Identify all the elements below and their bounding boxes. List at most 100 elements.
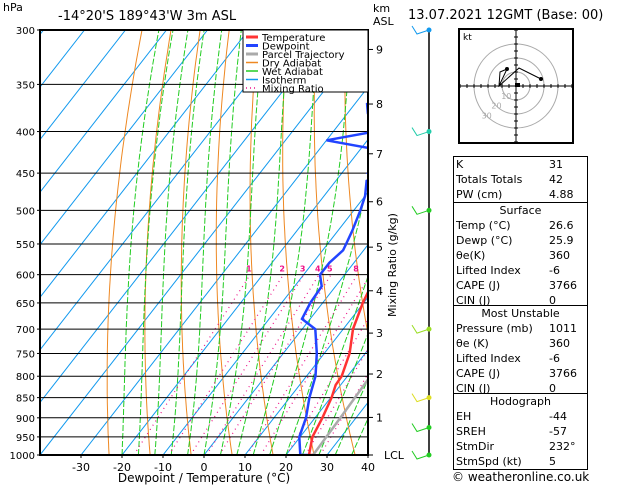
- temp-tick-label: -20: [113, 461, 131, 474]
- isotherm-line: [244, 296, 368, 455]
- parcel-trajectory-line: [312, 377, 368, 455]
- pressure-tick-label: 550: [16, 240, 35, 251]
- hodograph-stat-row: StmDir 232°: [454, 439, 587, 454]
- wind-barb: [411, 423, 430, 433]
- pressure-tick-label: 900: [16, 414, 35, 425]
- surface-value: -6: [549, 264, 560, 277]
- surface-label: CIN (J): [456, 294, 491, 307]
- isotherm-line: [40, 30, 126, 141]
- mixing-ratio-label: 1: [246, 265, 252, 274]
- temp-tick-label: -10: [154, 461, 172, 474]
- mixing-ratio-axis-title: Mixing Ratio (g/kg): [386, 213, 399, 317]
- surface-row: Temp (°C) 26.6: [454, 218, 587, 233]
- km-tick-label: 1: [376, 411, 383, 424]
- surface-label: CAPE (J): [456, 279, 501, 292]
- pressure-tick-label: 950: [16, 433, 35, 444]
- hodograph-stat-label: SREH: [456, 425, 486, 438]
- axes: 3003504004505005506006507007508008509009…: [10, 26, 405, 485]
- surface-title: Surface: [499, 204, 542, 217]
- wet-adiabat-line: [121, 30, 160, 455]
- index-label: Totals Totals: [456, 173, 523, 186]
- hodograph-stat-label: EH: [456, 410, 472, 423]
- temp-tick-label: 0: [201, 461, 208, 474]
- isotherm-line: [40, 30, 249, 299]
- storm-motion-marker: [515, 83, 520, 87]
- index-value: 31: [549, 158, 563, 171]
- most-unstable-value: 0: [549, 382, 556, 395]
- asl-label: ASL: [373, 15, 394, 28]
- indices-panel: K 31 Totals Totals 42 PW (cm) 4.88: [453, 156, 588, 203]
- hodograph-stat-value: 232°: [549, 440, 576, 453]
- surface-row: θe(K) 360: [454, 248, 587, 263]
- mixing-ratio-line: [246, 274, 358, 455]
- temp-tick-label: 40: [361, 461, 375, 474]
- dry-adiabat-line: [374, 30, 437, 455]
- wet-adiabat-line: [219, 30, 264, 455]
- x-axis-title: Dewpoint / Temperature (°C): [118, 471, 290, 485]
- wet-adiabat-line: [269, 30, 352, 455]
- surface-label: Dewp (°C): [456, 234, 513, 247]
- hodograph-stat-value: 5: [549, 455, 556, 468]
- surface-label: Lifted Index: [456, 264, 521, 277]
- hodograph-stat-value: -57: [549, 425, 567, 438]
- most-unstable-row: θe (K) 360: [454, 336, 587, 351]
- surface-value: 360: [549, 249, 570, 262]
- isotherm-line: [203, 243, 368, 455]
- isotherm-line: [121, 138, 368, 455]
- legend-label: Parcel Trajectory: [262, 50, 345, 61]
- km-tick-label: 8: [376, 98, 383, 111]
- wind-barb-column: [411, 25, 432, 460]
- mixing-ratio-line: [168, 274, 284, 455]
- most-unstable-value: 1011: [549, 322, 577, 335]
- most-unstable-value: -6: [549, 352, 560, 365]
- temperature-line: [307, 289, 368, 455]
- legend-label: Wet Adiabat: [262, 67, 323, 78]
- km-tick-label: 4: [376, 285, 383, 298]
- pressure-tick-label: 850: [16, 394, 35, 405]
- index-row: Totals Totals 42: [454, 172, 587, 187]
- hodograph-point: [505, 67, 509, 71]
- mixing-ratio-line: [206, 274, 320, 455]
- legend-label: Mixing Ratio: [262, 84, 324, 95]
- legend-label: Dry Adiabat: [262, 59, 321, 70]
- surface-row: Lifted Index -6: [454, 263, 587, 278]
- hodograph-stat-row: StmSpd (kt) 5: [454, 454, 587, 469]
- index-row: PW (cm) 4.88: [454, 187, 587, 202]
- index-label: PW (cm): [456, 188, 503, 201]
- pressure-tick-label: 450: [16, 169, 35, 180]
- dry-adiabat-line: [215, 30, 233, 455]
- surface-panel: Surface Temp (°C) 26.6 Dewp (°C) 25.9 θe(K) 3…: [453, 202, 588, 309]
- most-unstable-value: 360: [549, 337, 570, 350]
- isotherm-line: [40, 30, 167, 193]
- index-value: 42: [549, 173, 563, 186]
- hodograph-stats-title: Hodograph: [490, 395, 551, 408]
- wet-adiabat-line: [137, 30, 174, 455]
- hodograph-stat-value: -44: [549, 410, 567, 423]
- location-title: -14°20'S 189°43'W 3m ASL: [58, 9, 237, 24]
- most-unstable-label: Pressure (mb): [456, 322, 533, 335]
- hodograph-unit: kt: [463, 33, 472, 43]
- index-label: K: [456, 158, 464, 171]
- mixing-ratio-label: 8: [353, 265, 359, 274]
- most-unstable-row: CAPE (J) 3766: [454, 366, 587, 381]
- wind-barb: [411, 324, 430, 334]
- pressure-unit: hPa: [3, 1, 23, 14]
- dry-adiabat-line: [607, 30, 629, 455]
- temp-tick-label: 10: [238, 461, 252, 474]
- hodograph-ring-label: 10: [501, 92, 511, 101]
- most-unstable-title: Most Unstable: [481, 307, 560, 320]
- temp-tick-label: 20: [279, 461, 293, 474]
- mixing-ratio-line: [218, 274, 332, 455]
- hodograph-point: [539, 77, 543, 81]
- mixing-ratio-line: [190, 274, 305, 455]
- most-unstable-label: CIN (J): [456, 382, 491, 395]
- km-label: km: [373, 2, 391, 15]
- surface-row: CAPE (J) 3766: [454, 278, 587, 293]
- km-tick-label: 9: [376, 43, 383, 56]
- wind-barb: [411, 206, 430, 215]
- surface-row: Dewp (°C) 25.9: [454, 233, 587, 248]
- wind-barb: [411, 450, 430, 460]
- datetime-title: 13.07.2021 12GMT (Base: 00): [408, 8, 604, 23]
- most-unstable-row: Pressure (mb) 1011: [454, 321, 587, 336]
